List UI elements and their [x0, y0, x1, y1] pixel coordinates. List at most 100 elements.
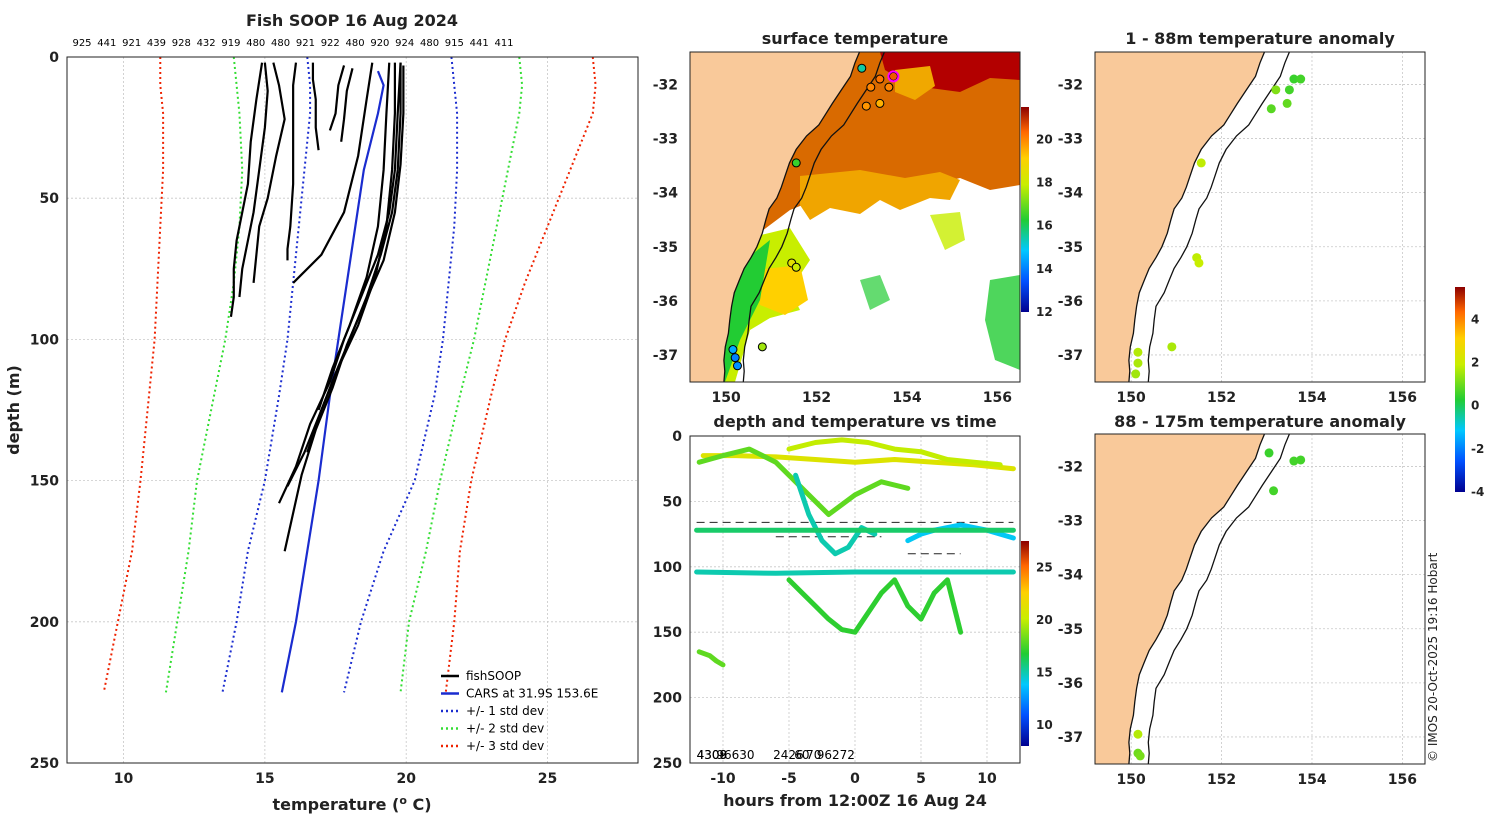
top-label: 441 [470, 38, 489, 49]
map-y-tick: -33 [653, 132, 678, 148]
dt-x-tick: -10 [710, 771, 736, 787]
profile-y-axis-label: depth (m) [4, 365, 23, 455]
map-x-tick: 156 [983, 390, 1012, 406]
unit-c: C) [407, 795, 432, 814]
profile-x-axis-label: temperature (o C) [272, 794, 431, 814]
dt-x-tick: 5 [916, 771, 926, 787]
anomaly-shallow-point [1271, 85, 1281, 95]
profile-top-labels: 925 441 921 439 928 432 919 480 480 921 922 480 920 9… [72, 38, 513, 49]
profile-legend: fishSOOP CARS at 31.9S 153.6E +/- 1 std de… [441, 669, 598, 753]
sst-station-marker [861, 101, 871, 111]
map-y-tick: -35 [1058, 240, 1083, 256]
sst-patch-yellow [930, 212, 965, 250]
anomaly-shallow-point [1133, 347, 1143, 357]
anomaly-deep-point [1289, 456, 1299, 466]
imos-credit: © IMOS 20-Oct-2025 19:16 Hobart [1426, 552, 1440, 762]
map-x-tick: 152 [1207, 772, 1236, 788]
anomaly-shallow-isobath [1147, 52, 1290, 382]
anomaly-shallow-point [1133, 358, 1143, 368]
sst-station-marker [875, 98, 885, 108]
legend-entry: fishSOOP [466, 669, 521, 683]
fishsoop-profile [283, 65, 405, 552]
dt-bottom-label: 4308 [697, 748, 728, 762]
dt-y-tick: 0 [672, 429, 682, 445]
map-x-tick: 152 [802, 390, 831, 406]
legend-entry: +/- 1 std dev [466, 704, 544, 718]
map-y-tick: -32 [653, 77, 678, 93]
anomaly-colorbar-ticks: -4 -2 0 2 4 [1471, 312, 1484, 499]
dt-bottom-label: 96630 [716, 748, 754, 762]
map-y-tick: -36 [1058, 294, 1083, 310]
dt-track [700, 453, 1016, 472]
sst-axes-box [689, 51, 1021, 383]
top-label: 925 [72, 38, 91, 49]
fishsoop-profile [340, 68, 354, 142]
fishsoop-profile [286, 62, 298, 261]
sst-front-patch [800, 170, 960, 220]
anomaly-shallow-point [1289, 74, 1299, 84]
anomaly-shallow-point [1194, 258, 1204, 268]
anomaly-deep-isobath [1147, 434, 1290, 764]
dt-colorbar-tick: 10 [1036, 718, 1053, 732]
anomaly-shallow-point [1196, 158, 1206, 168]
map-y-tick: -37 [1058, 730, 1083, 746]
sst-stations [728, 63, 900, 371]
profile-y-ticks: 0 50 100 150 200 250 [30, 50, 59, 772]
map-y-tick: -33 [1058, 514, 1083, 530]
dt-y-tick: 150 [653, 625, 682, 641]
map-y-tick: -34 [1058, 568, 1084, 584]
anomaly-deep-point [1269, 486, 1279, 496]
sst-offshore-green [985, 275, 1020, 370]
top-label: 480 [246, 38, 265, 49]
anomaly-deep-point [1135, 751, 1145, 761]
top-label: 411 [494, 38, 513, 49]
map-y-tick: -35 [653, 240, 678, 256]
anomaly-deep-title: 88 - 175m temperature anomaly [1114, 412, 1406, 431]
profile-chart-title: Fish SOOP 16 Aug 2024 [246, 11, 458, 30]
anomaly-shallow-axes-box [1094, 51, 1426, 383]
sst-isobath [742, 52, 885, 382]
anomaly-shallow-point [1282, 98, 1292, 108]
depth-time-chart: depth and temperature vs time -10 -5 0 5 100… [653, 412, 1053, 810]
sst-station-marker [875, 74, 885, 84]
sst-colorbar [1021, 107, 1029, 312]
top-label: 921 [122, 38, 141, 49]
fishsoop-profile [292, 62, 374, 284]
profile-x-ticks: 10 15 20 25 [114, 771, 557, 787]
anomaly-colorbar-tick: 4 [1471, 312, 1479, 326]
dt-track [786, 577, 964, 635]
anomaly-colorbar-tick: -4 [1471, 485, 1484, 499]
anomaly-shallow-coastline [1128, 52, 1266, 382]
series-line--3-std [444, 57, 597, 693]
sst-map: surface temperature 150 152 154 156 -32 -33 -3… [653, 29, 1053, 406]
dt-bottom-label: 2426 [773, 748, 804, 762]
sst-colorbar-tick: 20 [1036, 132, 1053, 146]
anomaly-deep-point [1296, 455, 1306, 465]
map-y-tick: -36 [653, 294, 678, 310]
anomaly-deep-axes-box [1094, 433, 1426, 765]
map-x-tick: 150 [712, 390, 741, 406]
fishsoop-profile [306, 62, 397, 453]
dt-bottom-label: 70 [806, 748, 821, 762]
map-x-tick: 154 [1297, 772, 1326, 788]
anomaly-deep-map: 88 - 175m temperature anomaly 150 152 154 1… [1058, 287, 1484, 788]
anomaly-shallow-point [1167, 342, 1177, 352]
fishsoop-profile [328, 65, 346, 131]
dt-track [793, 472, 878, 557]
sst-colorbar-tick: 14 [1036, 262, 1053, 276]
sst-patch-green [860, 275, 890, 310]
depth-time-colorbar-ticks: 10 15 20 25 [1036, 560, 1053, 732]
y-tick-label: 150 [30, 474, 59, 490]
sst-station-marker [791, 158, 801, 168]
map-x-tick: 156 [1388, 390, 1417, 406]
sst-shelf-yellow [755, 265, 808, 315]
sst-highlight-marker [887, 70, 900, 83]
sst-colorbar-tick: 12 [1036, 305, 1053, 319]
anomaly-shallow-map: 1 - 88m temperature anomaly 150 152 154 156… [1058, 29, 1426, 406]
sst-station-marker [866, 82, 876, 92]
dt-y-tick: 200 [653, 691, 682, 707]
dt-track [905, 522, 1016, 544]
